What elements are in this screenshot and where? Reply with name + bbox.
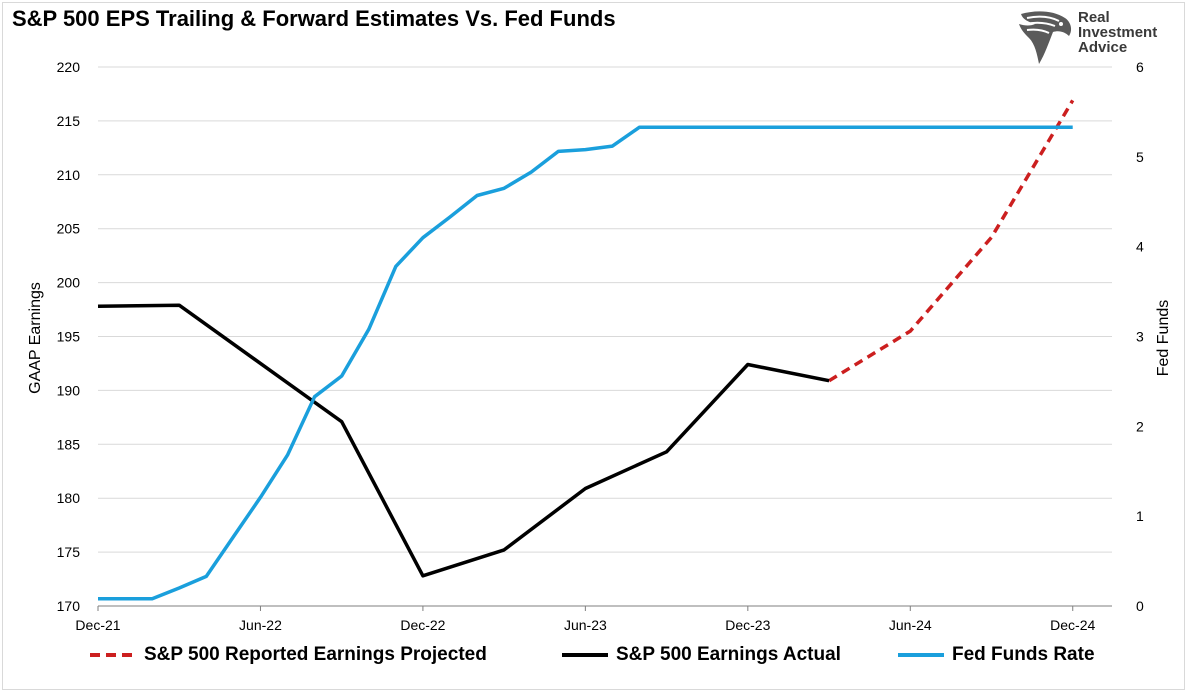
- chart-title: S&P 500 EPS Trailing & Forward Estimates…: [12, 6, 616, 31]
- y2-tick-label: 1: [1136, 508, 1144, 524]
- y2-axis-title: Fed Funds: [1155, 300, 1172, 376]
- brand-line-1: Real: [1078, 9, 1110, 26]
- y-tick-label: 220: [57, 59, 81, 75]
- brand-name: Real Investment Advice: [1078, 10, 1157, 55]
- legend-swatch: [898, 653, 944, 657]
- y-tick-label: 200: [57, 275, 81, 291]
- x-tick-label: Dec-24: [1050, 617, 1095, 633]
- y2-tick-label: 0: [1136, 598, 1144, 614]
- chart-legend: S&P 500 Reported Earnings Projected S&P 5…: [0, 640, 1189, 670]
- y-tick-label: 195: [57, 329, 81, 345]
- x-tick-label: Jun-23: [564, 617, 607, 633]
- legend-label: S&P 500 Earnings Actual: [616, 644, 841, 665]
- x-tick-label: Jun-22: [239, 617, 282, 633]
- legend-swatch: [90, 653, 136, 657]
- y-tick-label: 175: [57, 544, 81, 560]
- y2-tick-label: 4: [1136, 239, 1144, 255]
- brand-logo: Real Investment Advice: [1015, 8, 1180, 66]
- legend-swatch: [562, 653, 608, 657]
- legend-item: S&P 500 Reported Earnings Projected: [90, 640, 487, 670]
- x-tick-label: Dec-21: [75, 617, 120, 633]
- series-line: [98, 125, 1073, 601]
- y-tick-label: 185: [57, 436, 81, 452]
- gridlines: [98, 66, 1112, 553]
- y2-tick-label: 3: [1136, 329, 1144, 345]
- y-tick-label: 180: [57, 490, 81, 506]
- brand-line-3: Advice: [1078, 39, 1128, 56]
- legend-item: Fed Funds Rate: [898, 640, 1095, 670]
- series-line: [828, 99, 1075, 383]
- y-axis-labels: 170 175 180 185 190 195 200 205 210 215 220: [57, 59, 81, 614]
- y-tick-label: 190: [57, 382, 81, 398]
- series-line: [97, 303, 830, 578]
- y2-axis-labels: 0 1 2 3 4 5 6: [1136, 59, 1144, 614]
- y2-tick-label: 2: [1136, 418, 1144, 434]
- x-tick-label: Jun-24: [889, 617, 932, 633]
- x-tick-label: Dec-22: [400, 617, 445, 633]
- brand-line-2: Investment: [1078, 24, 1158, 41]
- y-tick-label: 210: [57, 167, 81, 183]
- legend-label: S&P 500 Reported Earnings Projected: [144, 644, 487, 665]
- legend-label: Fed Funds Rate: [952, 644, 1095, 665]
- x-tick-label: Dec-23: [725, 617, 770, 633]
- y-axis-title: GAAP Earnings: [27, 282, 44, 394]
- axes: [97, 605, 1112, 611]
- y2-tick-label: 6: [1136, 59, 1144, 75]
- y-tick-label: 170: [57, 598, 81, 614]
- eagle-icon: [1019, 11, 1072, 65]
- series-lines: [97, 99, 1075, 601]
- y-tick-label: 205: [57, 221, 81, 237]
- y2-tick-label: 5: [1136, 149, 1144, 165]
- x-axis-labels: Dec-21 Jun-22 Dec-22 Jun-23 Dec-23 Jun-24 Dec-…: [75, 617, 1095, 633]
- legend-item: S&P 500 Earnings Actual: [562, 640, 841, 670]
- y-tick-label: 215: [57, 113, 81, 129]
